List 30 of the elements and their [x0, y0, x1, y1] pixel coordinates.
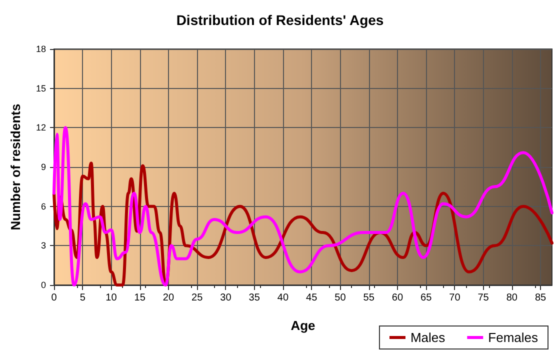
- x-tick-label: 40: [277, 292, 289, 304]
- legend-label: Males: [410, 330, 446, 345]
- legend-label: Females: [488, 330, 538, 345]
- y-tick-label: 12: [36, 122, 46, 133]
- y-tick-label: 0: [40, 280, 46, 290]
- x-tick-label: 20: [162, 292, 174, 304]
- x-axis-title: Age: [290, 318, 316, 333]
- x-tick-label: 30: [220, 292, 232, 304]
- y-tick-label: 15: [36, 83, 46, 94]
- x-tick-label: 80: [506, 292, 518, 304]
- x-tick-label: 75: [478, 292, 490, 304]
- x-tick-label: 0: [51, 292, 58, 304]
- x-tick-label: 50: [334, 292, 346, 304]
- y-tick-label: 3: [40, 240, 46, 251]
- x-tick-label: 65: [420, 292, 432, 304]
- chart-title: Distribution of Residents' Ages: [176, 12, 384, 28]
- x-tick-label: 60: [392, 292, 404, 304]
- x-tick-label: 55: [363, 292, 375, 304]
- y-axis-title: Number of residents: [8, 104, 23, 230]
- y-tick-label: 9: [40, 162, 46, 172]
- x-tick-label: 5: [80, 292, 86, 304]
- y-tick-label: 6: [40, 201, 46, 212]
- x-tick-label: 85: [534, 292, 547, 304]
- x-tick-label: 10: [106, 292, 118, 304]
- x-tick-label: 45: [306, 292, 318, 304]
- x-tick-label: 70: [449, 292, 461, 304]
- x-tick-label: 15: [134, 292, 146, 304]
- x-tick-label: 35: [248, 292, 260, 304]
- x-tick-label: 25: [192, 292, 204, 304]
- y-tick-label: 18: [36, 44, 46, 54]
